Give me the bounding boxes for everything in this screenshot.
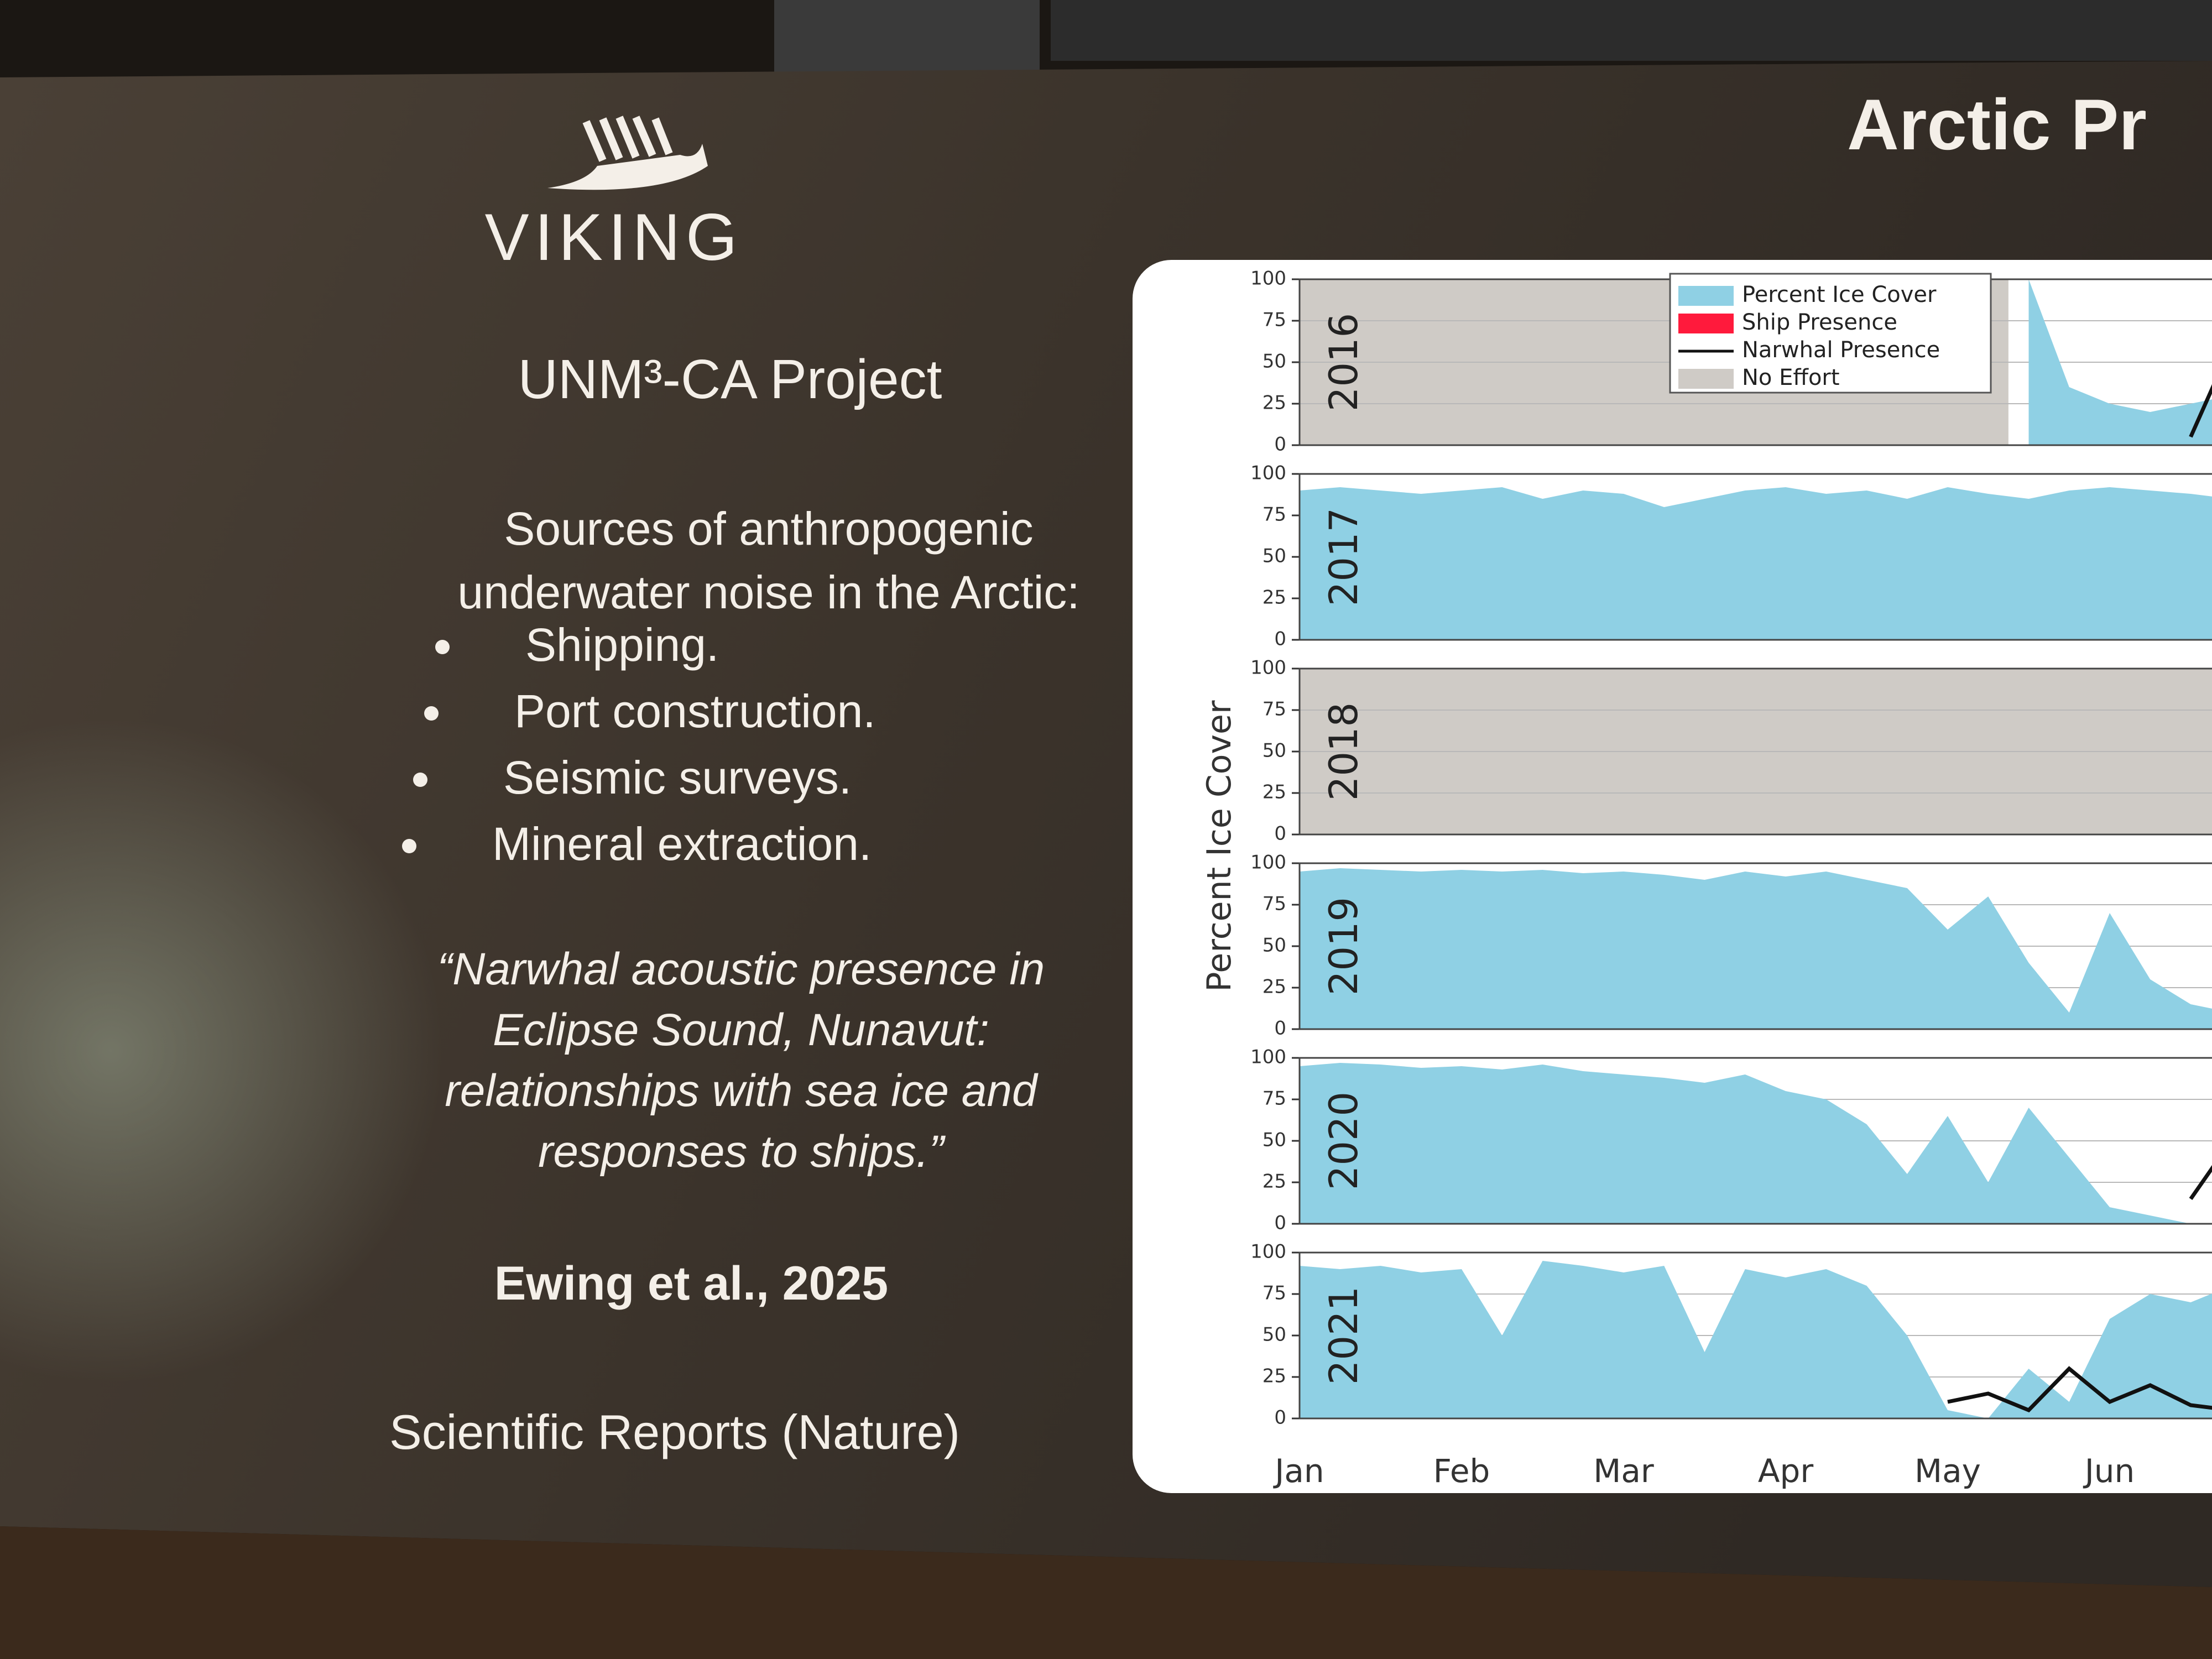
narwhal-line: [2189, 384, 2212, 438]
narwhal-line: [1947, 1366, 2212, 1413]
chart: 0 25 50 75 100 2016 0 25 50 75 100 2017 0 25 50 75 100 20…: [1200, 268, 2212, 1490]
logo-ship: [547, 144, 708, 190]
y-tick-label: 75: [1262, 1088, 1286, 1110]
panel-frame: [1298, 862, 2212, 1030]
quote-line: responses to ships.”: [538, 1126, 946, 1177]
y-tick-label: 50: [1262, 351, 1286, 373]
ice-cover-area: [1300, 1261, 2212, 1418]
logo: VIKING: [485, 116, 743, 274]
x-tick-label: Mar: [1593, 1452, 1654, 1490]
floor: [0, 1526, 2212, 1659]
y-tick-label: 25: [1262, 1365, 1286, 1387]
narwhal-line: [2189, 1165, 2212, 1201]
logo-sail: [582, 116, 673, 162]
ice-cover-area: [1300, 487, 2212, 640]
legend-label: Ship Presence: [1742, 310, 1897, 335]
y-tick-label: 50: [1262, 740, 1286, 762]
bullet-dot: [413, 773, 427, 787]
y-tick-label: 75: [1262, 309, 1286, 331]
y-tick-label: 0: [1274, 1018, 1286, 1040]
y-tick-label: 50: [1262, 545, 1286, 567]
y-tick-label: 0: [1274, 628, 1286, 650]
y-tick-label: 50: [1262, 1129, 1286, 1151]
intro-line: underwater noise in the Arctic:: [457, 566, 1079, 618]
y-tick-label: 25: [1262, 392, 1286, 414]
left-text: Sources of anthropogenic underwater noise…: [389, 503, 1080, 1459]
bullet-dot: [435, 640, 450, 654]
y-tick-label: 100: [1250, 1046, 1286, 1068]
panel-frame: [1298, 1251, 2212, 1420]
y-tick-label: 25: [1262, 781, 1286, 804]
quote-line: relationships with sea ice and: [445, 1066, 1039, 1116]
y-tick-label: 0: [1274, 434, 1286, 456]
quote-line: Eclipse Sound, Nunavut:: [493, 1005, 989, 1055]
bullet-dot: [424, 706, 439, 721]
bullet: Port construction.: [514, 685, 876, 737]
bullet: Shipping.: [525, 619, 719, 671]
x-tick-label: Jun: [2083, 1452, 2135, 1490]
panel-frame: [1298, 1057, 2212, 1225]
panel-year: 2016: [1321, 313, 1366, 411]
y-axis-label: Percent Ice Cover: [1200, 700, 1239, 992]
panel-year: 2021: [1321, 1286, 1366, 1385]
panel-year: 2018: [1321, 702, 1366, 801]
y-tick-label: 100: [1250, 268, 1286, 290]
slide-heading: Arctic Pr: [1847, 84, 2147, 165]
journal: Scientific Reports (Nature): [389, 1405, 960, 1459]
panel-frame: [1298, 473, 2212, 641]
bullet-dot: [402, 839, 416, 853]
y-tick-label: 0: [1274, 1212, 1286, 1234]
x-tick-label: Apr: [1758, 1452, 1813, 1490]
y-tick-label: 100: [1250, 852, 1286, 874]
legend-swatch: [1678, 369, 1734, 389]
y-tick-label: 50: [1262, 1324, 1286, 1346]
y-tick-label: 100: [1250, 1241, 1286, 1263]
legend-label: Narwhal Presence: [1742, 337, 1940, 363]
y-tick-label: 0: [1274, 823, 1286, 845]
ice-cover-area: [2028, 279, 2212, 445]
ceiling-panel: [1051, 0, 2212, 61]
y-tick-label: 25: [1262, 587, 1286, 609]
y-tick-label: 0: [1274, 1407, 1286, 1429]
legend-label: Percent Ice Cover: [1742, 282, 1937, 307]
ceiling-panel: [774, 0, 1040, 72]
citation: Ewing et al., 2025: [494, 1257, 888, 1310]
y-tick-label: 75: [1262, 504, 1286, 526]
project-title: UNM³-CA Project: [518, 348, 942, 410]
legend-swatch: [1678, 286, 1734, 306]
legend-label: No Effort: [1742, 365, 1840, 390]
panel-year: 2019: [1321, 897, 1366, 995]
y-tick-label: 75: [1262, 893, 1286, 915]
panel-year: 2017: [1321, 508, 1366, 606]
y-tick-label: 25: [1262, 976, 1286, 998]
y-tick-label: 25: [1262, 1171, 1286, 1193]
ice-cover-area: [1300, 1063, 2212, 1224]
bullet: Seismic surveys.: [503, 752, 852, 804]
y-tick-label: 75: [1262, 1282, 1286, 1305]
y-tick-label: 75: [1262, 698, 1286, 721]
quote-line: “Narwhal acoustic presence in: [437, 944, 1045, 994]
ice-cover-area: [1300, 868, 2212, 1029]
y-tick-label: 50: [1262, 935, 1286, 957]
panel-frame: [1298, 667, 2212, 836]
x-tick-label: Jan: [1273, 1452, 1324, 1490]
intro-line: Sources of anthropogenic: [504, 503, 1033, 555]
bullet: Mineral extraction.: [492, 818, 872, 870]
brand: VIKING: [485, 200, 743, 274]
x-tick-label: Feb: [1433, 1452, 1490, 1490]
y-tick-label: 100: [1250, 657, 1286, 679]
y-tick-label: 100: [1250, 462, 1286, 484]
light-glare: [0, 719, 442, 1383]
legend-swatch: [1678, 314, 1734, 333]
panel-year: 2020: [1321, 1092, 1366, 1190]
x-tick-label: May: [1914, 1452, 1981, 1490]
